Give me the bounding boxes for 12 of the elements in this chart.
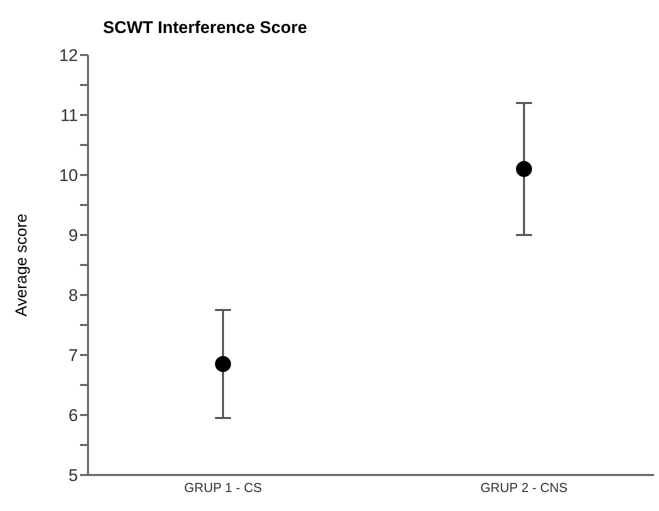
x-tick-label: GRUP 1 - CS (184, 480, 262, 496)
y-tick-label: 9 (68, 226, 78, 246)
y-tick-label: 5 (68, 466, 78, 486)
y-tick-label: 11 (60, 106, 78, 126)
y-tick-label: 6 (68, 406, 78, 426)
y-tick-label: 7 (68, 346, 78, 366)
chart-title: SCWT Interference Score (103, 18, 308, 38)
y-tick-label: 10 (59, 166, 78, 186)
y-tick-label: 12 (59, 46, 78, 66)
y-tick-label: 8 (68, 286, 78, 306)
y-axis-title: Average score (14, 213, 31, 316)
x-tick-label: GRUP 2 - CNS (480, 480, 568, 496)
